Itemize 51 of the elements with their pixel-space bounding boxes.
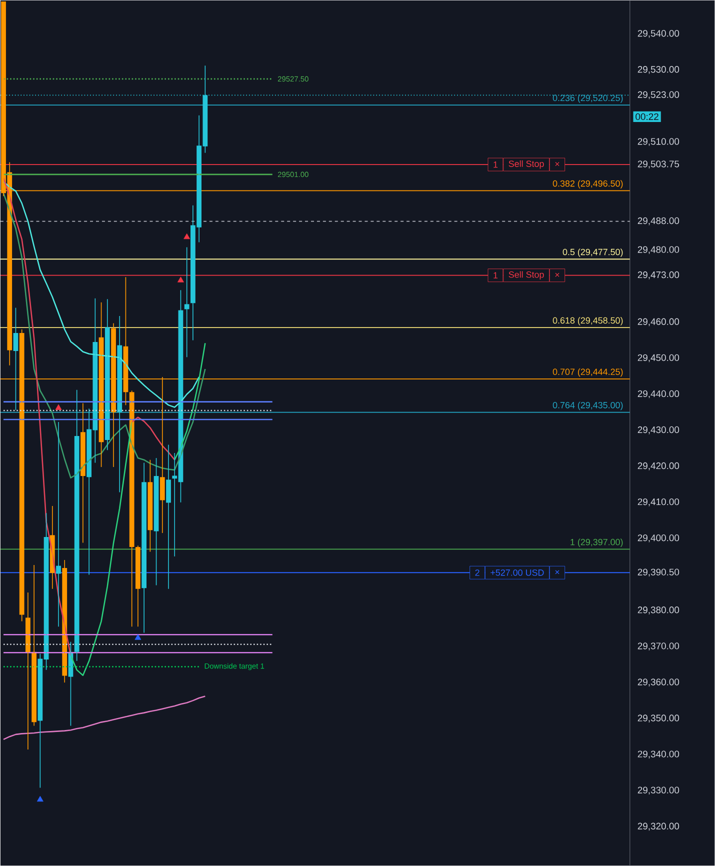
y-tick-label: 29,440.00 [638,390,680,398]
annotation: +527.00 USD [490,569,544,576]
y-tick-label: 29,350.00 [638,714,680,722]
point [178,276,184,282]
ref-line-label: 0.707 (29,444.25) [552,368,623,377]
line-series [174,342,206,460]
annotation: 1 [494,272,498,278]
ref-line-label: 0.382 (29,496.50) [552,180,623,188]
ref-line-label: 1 (29,397.00) [570,538,623,548]
y-tick-label: 29,420.00 [638,462,680,470]
y-tick-label: 29,430.00 [638,426,680,434]
annotation: × [555,272,560,277]
y-tick-label: 29,320.00 [638,822,680,831]
y-tick-label: 29,530.00 [638,66,680,74]
y-tick-label: 29,370.00 [638,642,680,650]
line-series [2,192,206,479]
ref-line-label: 0.236 (29,520.25) [552,94,623,103]
y-tick-label: 29,473.00 [638,271,680,280]
y-tick-label: 29,360.00 [638,678,680,686]
y-tick-label: 29,480.00 [638,246,680,254]
y-tick-label: 29,523.00 [638,91,680,100]
point [184,233,190,240]
y-tick-label: 29,540.00 [638,30,680,38]
annotation: × [555,162,560,166]
text: 00:22 [636,113,659,120]
annotation: Sell Stop [508,160,544,169]
y-tick-label: 29,488.00 [638,217,680,226]
point [37,796,44,802]
y-tick-label: 29,390.50 [638,568,680,577]
ref-line-label: 0.618 (29,458.50) [552,317,623,326]
y-tick-label: 29,503.75 [638,160,680,168]
candlestick [74,390,80,662]
y-tick-label: 29,450.00 [638,354,680,362]
annotation: 2 [475,570,480,576]
ref-line-label: 0.5 (29,477.50) [562,248,623,257]
annotation: 1 [494,161,498,168]
y-tick-label: 29,380.00 [638,606,680,614]
candlestick [148,459,153,552]
y-tick-label: 29,510.00 [638,138,680,146]
candlestick [184,246,190,358]
y-tick-label: 29,330.00 [638,786,680,795]
annotation: Sell Stop [508,271,544,280]
y-tick-label: 29,400.00 [638,534,680,542]
y-tick-label: 29,410.00 [638,498,680,506]
point [55,404,62,410]
ref-line-label: 0.764 (29,435.00) [552,402,623,410]
y-tick-label: 29,340.00 [638,750,680,759]
point [134,634,142,640]
y-tick-label: 29,460.00 [638,318,680,326]
annotation: × [555,570,560,574]
line-series [131,416,176,460]
